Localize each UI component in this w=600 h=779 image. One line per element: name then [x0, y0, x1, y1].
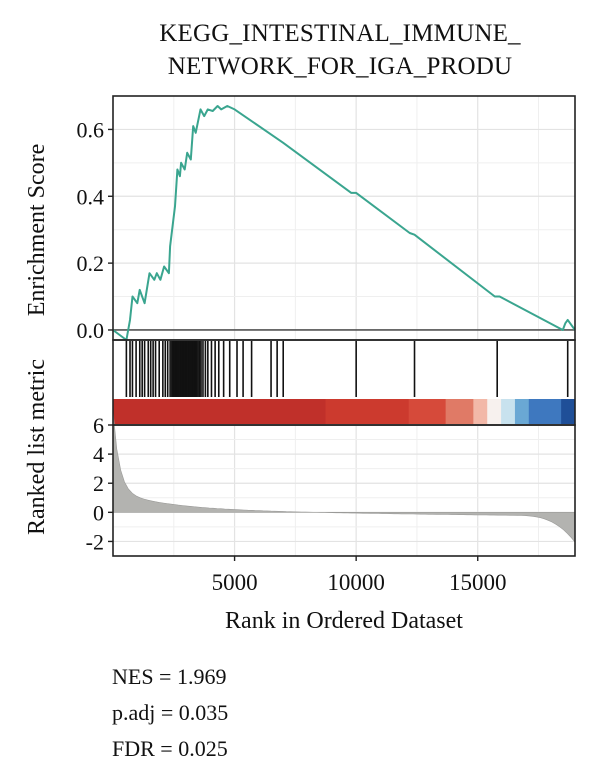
x-tick-label: 5000 — [212, 570, 258, 595]
es-y-tick-label: 0.4 — [77, 184, 105, 209]
metric-y-tick-label: -2 — [86, 529, 104, 554]
metric-y-tick-label: 4 — [93, 442, 104, 467]
metric-y-tick-label: 2 — [93, 471, 104, 496]
es-panel-background — [113, 96, 575, 340]
heat-bar-segment — [445, 399, 474, 424]
es-y-tick-label: 0.0 — [77, 318, 105, 343]
padj-annotation: p.adj = 0.035 — [112, 700, 229, 725]
heat-bar-segment — [113, 399, 327, 424]
fdr-annotation: FDR = 0.025 — [112, 736, 228, 761]
es-y-tick-label: 0.6 — [77, 117, 105, 142]
x-axis-title: Rank in Ordered Dataset — [225, 608, 463, 634]
es-y-axis-title: Enrichment Score — [24, 144, 50, 317]
gsea-enrichment-plot: 0.0 0.2 0.4 0.6 -2 0 2 4 6 5000 10000 15000 Rank in … — [24, 95, 576, 634]
heat-bar-segment — [561, 399, 576, 424]
ranked-metric-area — [112, 411, 576, 544]
metric-panel-background — [113, 425, 575, 556]
metric-y-tick-label: 6 — [93, 413, 104, 438]
heat-bar-segment — [514, 399, 530, 424]
heat-bar-segment — [528, 399, 562, 424]
heat-bar-segment — [325, 399, 410, 424]
x-tick-label: 15000 — [449, 570, 507, 595]
heat-bar-segment — [408, 399, 447, 424]
x-tick-label: 10000 — [327, 570, 385, 595]
nes-annotation: NES = 1.969 — [112, 664, 227, 689]
metric-y-tick-label: 0 — [93, 500, 104, 525]
heat-bar-segment — [501, 399, 516, 424]
enrichment-score-line — [112, 105, 576, 341]
chart-title-line-2: NETWORK_FOR_IGA_PRODU — [167, 53, 513, 80]
heat-bar-segment — [487, 399, 502, 424]
chart-title-line-1: KEGG_INTESTINAL_IMMUNE_ — [159, 20, 521, 47]
metric-y-axis-title: Ranked list metric — [24, 359, 50, 535]
metric-panel-frame — [112, 424, 576, 557]
es-y-tick-label: 0.2 — [77, 251, 105, 276]
heat-bar-segment — [473, 399, 488, 424]
